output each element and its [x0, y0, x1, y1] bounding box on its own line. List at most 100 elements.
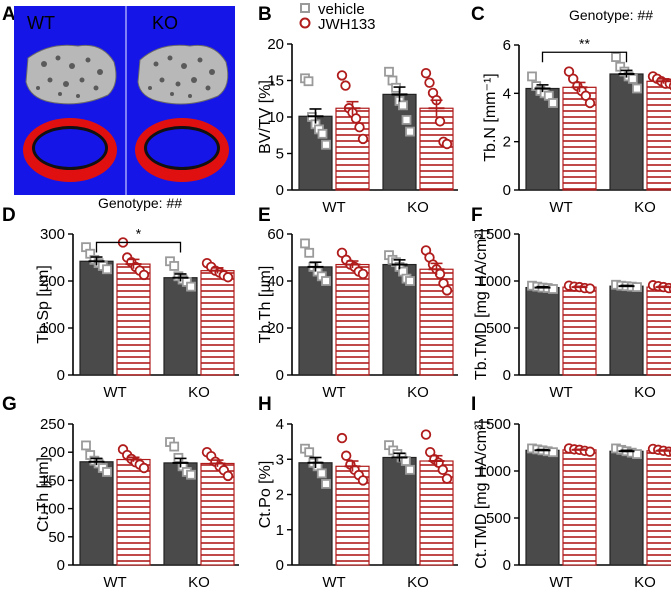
y-tick-label-e: 40 — [267, 273, 284, 290]
legend-jwh133-label: JWH133 — [318, 16, 376, 33]
point-jwh133-b — [434, 116, 446, 127]
image-label-ko: KO — [152, 13, 178, 33]
y-tick-label-d: 100 — [40, 320, 65, 337]
bar-c-ko-jwh133 — [646, 80, 671, 191]
y-tick-label-b: 20 — [267, 36, 284, 53]
bar-g-wt-vehicle — [79, 461, 114, 566]
point-jwh133-g — [138, 462, 150, 474]
bar-g-wt-jwh133 — [116, 458, 151, 566]
panel-label-c: C — [471, 4, 485, 25]
chart-panel-c: C 0 2 4 6 Tb.N [mm⁻¹] WT KO Genotype: ## ** — [471, 4, 671, 216]
y-tick-label-g: 0 — [57, 557, 65, 574]
bar-g-ko-vehicle — [163, 462, 198, 566]
bar-i-wt-vehicle — [525, 449, 560, 566]
point-jwh133-h — [336, 432, 348, 444]
panel-label-h: H — [258, 394, 272, 415]
x-tick-label-d: KO — [188, 384, 210, 401]
y-tick-label-b: 5 — [276, 146, 284, 163]
point-jwh133-h — [441, 473, 453, 484]
y-tick-label-e: 20 — [267, 320, 284, 337]
legend-vehicle-label: vehicle — [318, 1, 365, 18]
y-tick-label-d: 0 — [57, 367, 65, 384]
y-tick-label-f: 0 — [503, 367, 511, 384]
point-vehicle-c — [627, 73, 638, 84]
y-axis-label-i: Ct.TMD [mg HA/cm³] — [473, 420, 490, 568]
y-tick-label-i: 1500 — [478, 416, 511, 433]
x-tick-label-h: KO — [407, 574, 429, 590]
y-tick-label-h: 3 — [276, 451, 284, 468]
point-jwh133-h — [437, 464, 449, 476]
point-vehicle-d — [169, 261, 180, 271]
legend-vehicle-marker — [300, 3, 310, 13]
bar-b-wt-vehicle — [298, 115, 333, 191]
x-tick-label-g: WT — [103, 574, 126, 590]
genotype-annotation-d: Genotype: ## — [98, 195, 182, 211]
point-vehicle-b — [317, 128, 328, 139]
wt-trabecular-bone — [25, 44, 117, 105]
chart-panel-g: G 0 50 100 150 200 250 Ct.Th [µm] WT KO — [2, 394, 239, 590]
bar-i-ko-vehicle — [609, 450, 644, 566]
x-tick-label-i: WT — [549, 574, 572, 590]
image-label-wt: WT — [27, 13, 55, 33]
point-vehicle-b — [398, 100, 408, 111]
y-tick-label-g: 50 — [48, 529, 65, 546]
y-tick-label-g: 150 — [40, 472, 65, 489]
y-tick-label-h: 4 — [276, 416, 284, 433]
y-tick-label-f: 500 — [486, 320, 511, 337]
y-tick-label-i: 0 — [503, 557, 511, 574]
y-tick-label-b: 0 — [276, 182, 284, 199]
bar-f-ko-vehicle — [609, 285, 644, 376]
point-jwh133-b — [336, 70, 348, 81]
point-vehicle-c — [527, 71, 537, 82]
panel-label-a: A — [2, 4, 16, 25]
y-tick-label-i: 500 — [486, 510, 511, 527]
significance-stars-d: * — [136, 225, 142, 241]
point-vehicle-g — [169, 441, 180, 452]
y-tick-label-h: 1 — [276, 522, 284, 539]
point-jwh133-b — [424, 77, 435, 88]
x-tick-label-i: KO — [634, 574, 656, 590]
point-vehicle-h — [321, 479, 331, 489]
x-tick-label-c: WT — [549, 199, 572, 216]
y-tick-label-f: 1000 — [478, 273, 511, 290]
significance-bracket-c — [541, 51, 628, 63]
point-jwh133-e — [357, 268, 369, 280]
point-jwh133-g — [222, 470, 234, 482]
y-tick-label-c: 0 — [503, 182, 511, 199]
y-tick-label-i: 1000 — [478, 463, 511, 480]
point-jwh133-b — [340, 80, 351, 91]
bar-i-ko-jwh133 — [646, 450, 671, 566]
x-tick-label-f: KO — [634, 384, 656, 401]
image-panel: A WT KO — [2, 4, 235, 195]
y-tick-label-c: 4 — [503, 85, 511, 102]
point-vehicle-b — [401, 115, 412, 125]
point-vehicle-e — [304, 247, 315, 258]
point-jwh133-c — [584, 97, 596, 109]
y-axis-label-h: Ct.Po [%] — [257, 461, 274, 529]
x-tick-label-h: WT — [322, 574, 345, 590]
ko-cortical-ring — [135, 118, 229, 182]
bar-f-wt-vehicle — [525, 286, 560, 376]
y-tick-label-e: 60 — [267, 226, 284, 243]
bar-h-ko-vehicle — [382, 456, 417, 566]
x-tick-label-g: KO — [188, 574, 210, 590]
x-tick-label-b: KO — [407, 199, 429, 216]
point-jwh133-d — [138, 269, 150, 281]
x-tick-label-e: KO — [407, 384, 429, 401]
point-vehicle-b — [384, 66, 394, 77]
genotype-annotation-c: Genotype: ## — [569, 7, 653, 23]
y-tick-label-c: 6 — [503, 37, 511, 54]
x-tick-label-f: WT — [549, 384, 572, 401]
point-jwh133-i — [584, 446, 596, 457]
chart-panel-b: B 0 5 10 15 20 BV/TV [%] WT KO — [257, 4, 458, 216]
significance-stars-c: ** — [579, 35, 590, 51]
point-jwh133-h — [357, 475, 369, 486]
chart-panel-e: E 0 20 40 60 Tb.Th [µm] WT KO — [257, 205, 458, 401]
point-vehicle-g — [81, 440, 91, 451]
y-tick-label-g: 250 — [40, 416, 65, 433]
bar-e-wt-jwh133 — [335, 263, 370, 376]
panel-label-i: I — [471, 394, 476, 415]
